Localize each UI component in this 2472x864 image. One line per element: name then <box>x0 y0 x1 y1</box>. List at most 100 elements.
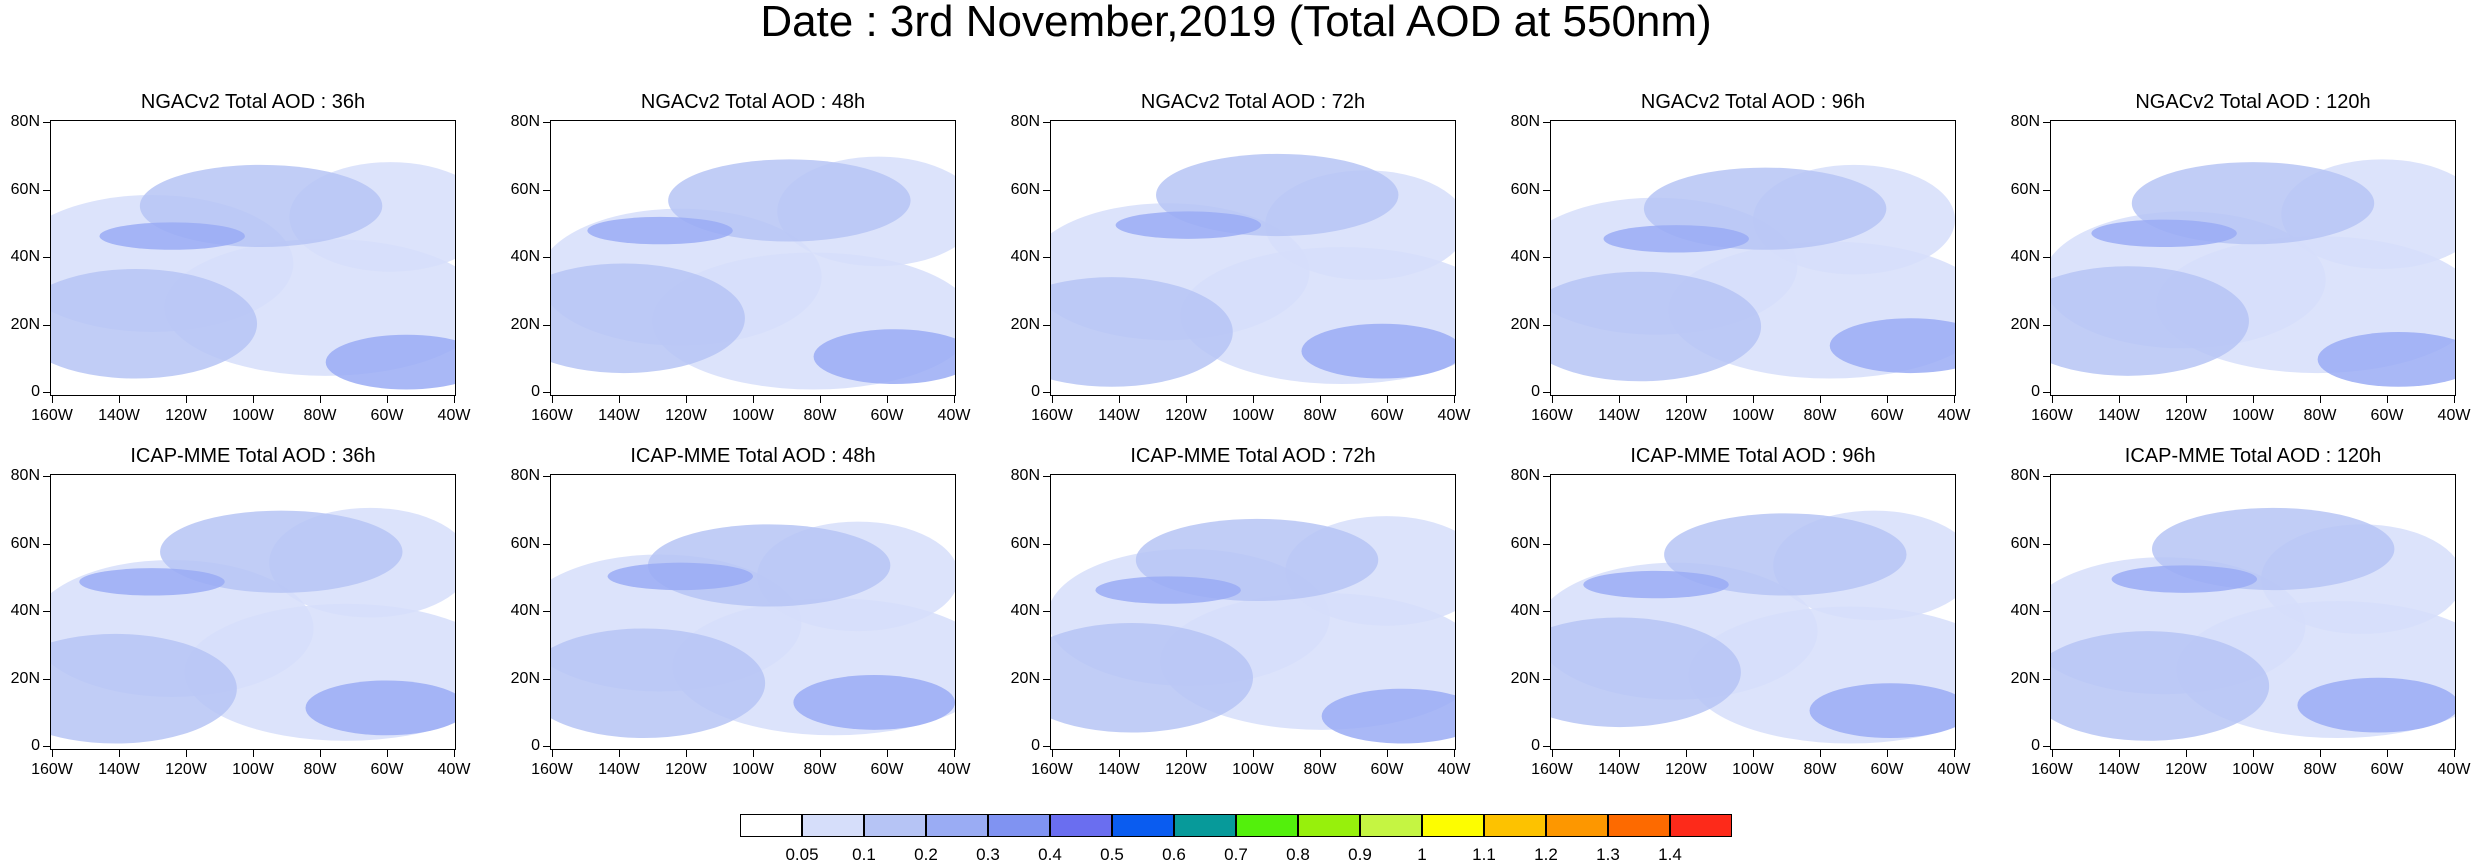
longitude-tick-label: 120W <box>1665 761 1707 778</box>
colorbar-swatch <box>1608 814 1670 837</box>
aod-shading <box>813 329 955 385</box>
colorbar-swatch <box>802 814 864 837</box>
colorbar-label: 0.9 <box>1348 845 1372 864</box>
longitude-tick <box>1387 396 1388 403</box>
longitude-tick <box>2454 396 2455 403</box>
longitude-tick <box>52 396 53 403</box>
longitude-tick <box>2186 396 2187 403</box>
latitude-tick-label: 60N <box>10 534 40 552</box>
longitude-tick-label: 80W <box>303 761 337 778</box>
coastline <box>2261 533 2285 549</box>
map-frame <box>550 474 956 750</box>
longitude-tick-label: 60W <box>1870 761 1904 778</box>
coastline <box>285 244 313 258</box>
latitude-tick <box>543 189 550 191</box>
map-panel: ICAP-MME Total AOD : 36h 80N 60N 40N 20N 0 160… <box>11 446 471 778</box>
latitude-tick <box>543 324 550 326</box>
colorbar-swatch <box>1484 814 1546 837</box>
longitude-tick-label: 160W <box>31 761 73 778</box>
aod-shading <box>551 263 745 374</box>
longitude-tick-label: 100W <box>732 761 774 778</box>
latitude-tick-label: 80N <box>10 467 40 484</box>
coastline <box>664 593 842 694</box>
map-frame <box>1550 474 1956 750</box>
longitude-tick <box>753 750 754 757</box>
longitude-tick <box>1119 396 1120 403</box>
coastline <box>2261 179 2285 195</box>
longitude-tick <box>2052 396 2053 403</box>
longitude-tick <box>1387 750 1388 757</box>
coastline <box>1664 593 1842 694</box>
longitude-tick <box>2052 750 2053 757</box>
longitude-tick <box>954 396 955 403</box>
longitude-tick <box>2454 750 2455 757</box>
longitude-tick-label: 120W <box>2165 761 2207 778</box>
longitude-tick <box>253 396 254 403</box>
longitude-tick-label: 40W <box>2437 761 2471 778</box>
map-frame <box>1050 474 1456 750</box>
aod-shading <box>1095 576 1241 604</box>
longitude-tick <box>954 750 955 757</box>
colorbar-label: 1.1 <box>1472 845 1496 864</box>
aod-shading <box>1551 271 1762 382</box>
latitude-tick <box>2043 122 2050 123</box>
longitude-tick <box>119 396 120 403</box>
latitude-tick-label: 40N <box>10 248 40 265</box>
map-panel: ICAP-MME Total AOD : 72h 80N 60N 40N 20N 0 160… <box>1011 446 1471 778</box>
longitude-tick <box>1753 750 1754 757</box>
longitude-tick-label: 40W <box>1937 407 1971 424</box>
colorbar-label: 1 <box>1417 845 1427 864</box>
coastline <box>1664 239 1842 340</box>
latitude-tick-label: 0 <box>1531 737 1540 754</box>
map-panel: NGACv2 Total AOD : 120h 80N 60N 40N 20N 0 160W… <box>2011 92 2471 424</box>
latitude-tick-label: 60N <box>1010 180 1040 198</box>
coastline <box>261 533 285 549</box>
longitude-tick-label: 80W <box>1803 407 1837 424</box>
latitude-tick-label: 40N <box>10 602 40 619</box>
coastline <box>2285 598 2313 612</box>
coastline <box>261 179 285 195</box>
coastline <box>571 132 918 395</box>
longitude-tick <box>686 750 687 757</box>
latitude-tick <box>43 746 50 747</box>
latitude-tick <box>1543 611 1550 612</box>
panel-title: ICAP-MME Total AOD : 48h <box>630 445 876 467</box>
longitude-tick <box>1186 750 1187 757</box>
longitude-tick-label: 160W <box>531 761 573 778</box>
latitude-tick-label: 40N <box>510 602 540 619</box>
longitude-tick <box>686 396 687 403</box>
longitude-tick-label: 140W <box>2098 407 2140 424</box>
aod-shading <box>668 159 911 242</box>
latitude-tick <box>2043 543 2050 545</box>
coastline <box>2071 132 2418 395</box>
latitude-tick <box>1043 189 1050 191</box>
colorbar-label: 0.4 <box>1038 845 1062 864</box>
longitude-tick-label: 100W <box>1232 761 1274 778</box>
latitude-tick <box>43 257 50 258</box>
latitude-tick <box>2043 746 2050 747</box>
latitude-tick-label: 60N <box>1510 180 1540 198</box>
map-panel: NGACv2 Total AOD : 96h 80N 60N 40N 20N 0 160W 1… <box>1511 92 1971 424</box>
aod-shading <box>2111 565 2258 593</box>
map-frame <box>1550 120 1956 396</box>
latitude-tick-label: 80N <box>510 467 540 484</box>
coastline <box>1306 505 1338 519</box>
colorbar-label: 0.7 <box>1224 845 1248 864</box>
longitude-tick-label: 60W <box>1370 761 1404 778</box>
longitude-tick-label: 60W <box>370 761 404 778</box>
latitude-tick <box>543 746 550 747</box>
aod-field-map <box>1551 475 1955 749</box>
longitude-tick <box>2387 396 2388 403</box>
latitude-tick <box>2043 257 2050 258</box>
longitude-tick-label: 140W <box>1598 407 1640 424</box>
longitude-tick <box>1253 750 1254 757</box>
aod-shading <box>2317 331 2455 387</box>
coastline <box>1164 239 1342 340</box>
coastline <box>571 486 918 749</box>
longitude-tick-label: 60W <box>870 761 904 778</box>
latitude-tick-label: 60N <box>2010 534 2040 552</box>
coastline <box>1285 598 1313 612</box>
panel-title: NGACv2 Total AOD : 48h <box>640 91 866 113</box>
longitude-tick-label: 60W <box>370 407 404 424</box>
coastline <box>1261 179 1285 195</box>
